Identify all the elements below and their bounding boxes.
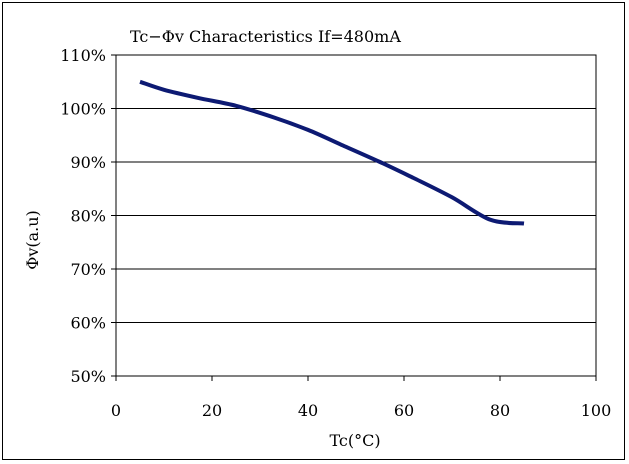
- chart-title: Tc−Φv Characteristics If=480mA: [130, 27, 401, 46]
- y-axis-ticks: 50% 60% 70% 80% 90% 100% 110%: [60, 46, 116, 386]
- y-tick-label: 70%: [70, 260, 106, 279]
- y-tick-label: 50%: [70, 367, 106, 386]
- x-tick-label: 40: [298, 401, 318, 420]
- x-tick-label: 80: [490, 401, 510, 420]
- y-axis-title: Φv(a.u): [23, 210, 42, 270]
- grid-lines: [116, 108, 596, 323]
- series-group: [139, 79, 525, 226]
- y-tick-label: 100%: [60, 100, 106, 119]
- series-line: [139, 79, 525, 226]
- x-axis-ticks: 0 20 40 60 80 100: [111, 376, 611, 420]
- y-tick-label: 110%: [60, 46, 106, 65]
- x-tick-label: 100: [581, 401, 612, 420]
- chart-frame: [2, 2, 625, 460]
- y-tick-label: 60%: [70, 314, 106, 333]
- y-tick-label: 80%: [70, 207, 106, 226]
- y-tick-label: 90%: [70, 153, 106, 172]
- x-tick-label: 60: [394, 401, 414, 420]
- x-tick-label: 20: [202, 401, 222, 420]
- x-tick-label: 0: [111, 401, 121, 420]
- x-axis-title: Tc(°C): [329, 431, 380, 450]
